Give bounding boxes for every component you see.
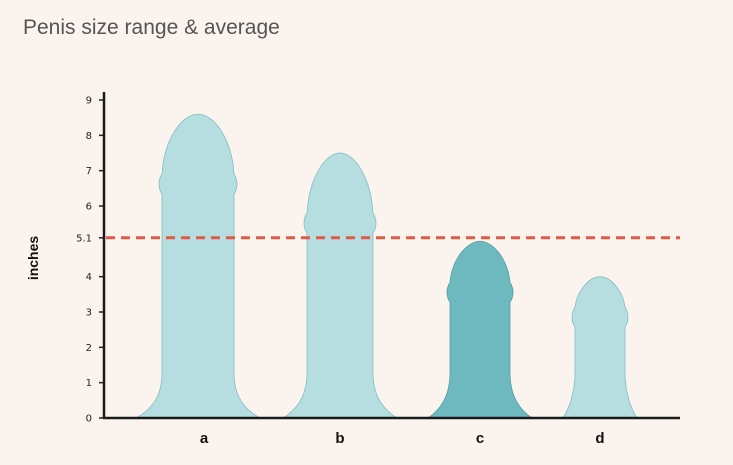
- bar-b: [281, 152, 399, 419]
- bar-a: [135, 113, 261, 419]
- y-tick-label: 8: [86, 131, 92, 142]
- y-tick-label: 1: [86, 378, 92, 389]
- y-tick-label: 6: [86, 202, 92, 213]
- y-tick-label: 9: [86, 96, 92, 107]
- y-tick-label: 5.1: [76, 233, 92, 244]
- x-category-label: d: [595, 430, 604, 447]
- x-category-label: c: [476, 430, 484, 447]
- y-tick-label: 3: [86, 308, 92, 319]
- y-tick-label: 7: [86, 166, 92, 177]
- y-tick-label: 0: [86, 414, 92, 425]
- x-category-label: a: [200, 430, 209, 447]
- x-labels-group: a b c d: [200, 430, 605, 447]
- bar-d: [562, 276, 638, 419]
- x-category-label: b: [335, 430, 344, 447]
- bars-group: [135, 113, 638, 419]
- y-ticks-group: 0 1 2 3 4 5.1 6 7 8 9: [76, 96, 104, 425]
- y-tick-label: 2: [86, 343, 92, 354]
- y-tick-label: 4: [86, 272, 92, 283]
- bar-c: [426, 240, 534, 419]
- chart-title: Penis size range & average: [23, 16, 280, 39]
